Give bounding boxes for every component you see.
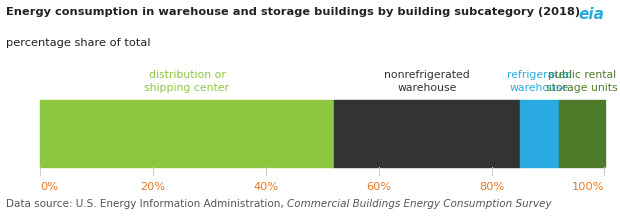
Text: Commercial Buildings Energy Consumption Survey: Commercial Buildings Energy Consumption … <box>287 199 552 209</box>
Text: 80%: 80% <box>479 182 504 192</box>
Text: eia: eia <box>578 7 604 22</box>
Text: Data source: U.S. Energy Information Administration,: Data source: U.S. Energy Information Adm… <box>6 199 287 209</box>
Text: percentage share of total: percentage share of total <box>6 38 151 48</box>
Text: 40%: 40% <box>254 182 278 192</box>
Text: public rental
storage units: public rental storage units <box>546 70 618 93</box>
Text: 0%: 0% <box>40 182 58 192</box>
Text: distribution or
shipping center: distribution or shipping center <box>144 70 229 93</box>
Text: refrigerated
warehouse: refrigerated warehouse <box>507 70 572 93</box>
Text: nonrefrigerated
warehouse: nonrefrigerated warehouse <box>384 70 470 93</box>
Text: 100%: 100% <box>572 182 604 192</box>
Text: 60%: 60% <box>366 182 391 192</box>
Text: Energy consumption in warehouse and storage buildings by building subcategory (2: Energy consumption in warehouse and stor… <box>6 7 580 17</box>
Text: 20%: 20% <box>141 182 166 192</box>
